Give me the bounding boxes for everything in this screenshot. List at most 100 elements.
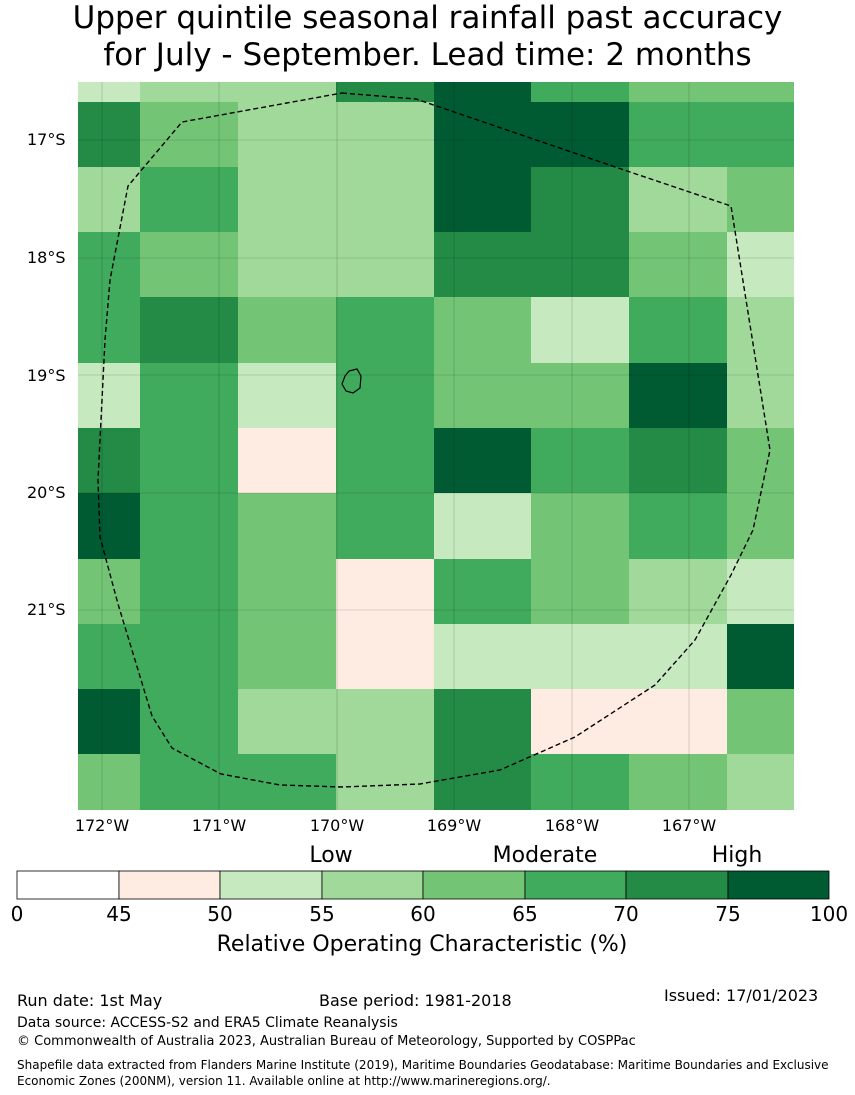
grid-cell bbox=[78, 624, 140, 689]
grid-cell bbox=[434, 102, 531, 167]
grid-cell bbox=[531, 559, 629, 624]
colorbar-label: Relative Operating Characteristic (%) bbox=[216, 932, 628, 957]
lon-label-172w: 172°W bbox=[74, 816, 130, 835]
grid-cell bbox=[434, 493, 531, 559]
grid-cell bbox=[238, 297, 336, 363]
grid-cell bbox=[78, 167, 140, 232]
grid-cell bbox=[78, 102, 140, 167]
issued-date: Issued: 17/01/2023 bbox=[664, 986, 819, 1005]
grid-cell bbox=[336, 624, 434, 689]
grid-cell bbox=[336, 689, 434, 754]
grid-cell bbox=[434, 754, 531, 810]
grid-cell bbox=[336, 559, 434, 624]
grid-cell bbox=[629, 624, 727, 689]
lat-label-21s: 21°S bbox=[27, 600, 66, 619]
grid-cell bbox=[629, 232, 727, 297]
grid-cell bbox=[531, 624, 629, 689]
colorbar-tick-50: 50 bbox=[207, 902, 233, 926]
grid-cell bbox=[629, 297, 727, 363]
grid-cell bbox=[336, 82, 434, 102]
grid-cell bbox=[434, 559, 531, 624]
grid-cell bbox=[531, 232, 629, 297]
grid-cell bbox=[78, 754, 140, 810]
colorbar bbox=[16, 870, 830, 900]
grid-cell bbox=[434, 82, 531, 102]
colorbar-swatch bbox=[727, 870, 830, 900]
grid-cell bbox=[727, 624, 794, 689]
grid-cell bbox=[238, 428, 336, 493]
grid-cell bbox=[78, 232, 140, 297]
colorbar-tick-0: 0 bbox=[10, 902, 24, 926]
grid-cell bbox=[336, 428, 434, 493]
colorbar-swatch bbox=[16, 870, 120, 900]
grid-cell bbox=[78, 363, 140, 428]
grid-cell bbox=[336, 297, 434, 363]
grid-cell bbox=[629, 102, 727, 167]
grid-cell bbox=[78, 82, 140, 102]
colorbar-tick-65: 65 bbox=[512, 902, 538, 926]
colorbar-swatch bbox=[422, 870, 526, 900]
grid-cell bbox=[531, 754, 629, 810]
grid-cell bbox=[140, 754, 238, 810]
grid-cell bbox=[140, 297, 238, 363]
grid-cell bbox=[531, 102, 629, 167]
colorbar-swatch bbox=[219, 870, 323, 900]
grid-cell bbox=[531, 428, 629, 493]
grid-cell bbox=[140, 559, 238, 624]
grid-cell bbox=[727, 559, 794, 624]
lat-label-20s: 20°S bbox=[27, 483, 66, 502]
legend-category-moderate: Moderate bbox=[492, 843, 598, 868]
grid-cell bbox=[629, 493, 727, 559]
grid-cell bbox=[434, 428, 531, 493]
grid-cell bbox=[140, 624, 238, 689]
grid-cell bbox=[336, 167, 434, 232]
copyright: © Commonwealth of Australia 2023, Austra… bbox=[17, 1034, 636, 1049]
lat-label-19s: 19°S bbox=[27, 366, 66, 385]
grid-cell bbox=[238, 363, 336, 428]
grid-cell bbox=[727, 363, 794, 428]
grid-cell bbox=[336, 102, 434, 167]
grid-cell bbox=[531, 493, 629, 559]
grid-cell bbox=[727, 232, 794, 297]
lon-label-167w: 167°W bbox=[661, 816, 717, 835]
grid-cell bbox=[238, 689, 336, 754]
grid-cell bbox=[531, 689, 629, 754]
eez-boundary bbox=[97, 92, 771, 788]
colorbar-tick-55: 55 bbox=[309, 902, 335, 926]
legend-category-high: High bbox=[711, 843, 763, 868]
grid-cell bbox=[238, 754, 336, 810]
grid-cell bbox=[434, 297, 531, 363]
grid-cell bbox=[629, 428, 727, 493]
data-source: Data source: ACCESS-S2 and ERA5 Climate … bbox=[17, 1015, 398, 1031]
grid-cell bbox=[336, 754, 434, 810]
grid-cell bbox=[727, 82, 794, 102]
grid-cell bbox=[78, 493, 140, 559]
grid-cell bbox=[727, 167, 794, 232]
lon-label-171w: 171°W bbox=[191, 816, 247, 835]
grid-cell bbox=[336, 363, 434, 428]
grid-cell bbox=[531, 363, 629, 428]
grid-cell bbox=[727, 297, 794, 363]
grid-cell bbox=[531, 167, 629, 232]
colorbar-swatch bbox=[321, 870, 424, 900]
lat-label-18s: 18°S bbox=[27, 248, 66, 267]
grid-cell bbox=[238, 167, 336, 232]
grid-cell bbox=[629, 363, 727, 428]
base-period: Base period: 1981-2018 bbox=[319, 991, 512, 1010]
grid-cell bbox=[434, 167, 531, 232]
map-title-line-2: for July - September. Lead time: 2 month… bbox=[103, 37, 752, 73]
legend-category-low: Low bbox=[309, 843, 353, 868]
grid-cell bbox=[140, 363, 238, 428]
grid-cell bbox=[140, 232, 238, 297]
grid-cell bbox=[434, 689, 531, 754]
grid-cell bbox=[727, 754, 794, 810]
grid-cell bbox=[140, 493, 238, 559]
grid-cell bbox=[727, 493, 794, 559]
colorbar-tick-60: 60 bbox=[410, 902, 436, 926]
grid-cell bbox=[238, 102, 336, 167]
graticule bbox=[78, 82, 794, 810]
colorbar-swatch bbox=[625, 870, 729, 900]
grid-cell bbox=[238, 82, 336, 102]
grid-cell bbox=[140, 428, 238, 493]
